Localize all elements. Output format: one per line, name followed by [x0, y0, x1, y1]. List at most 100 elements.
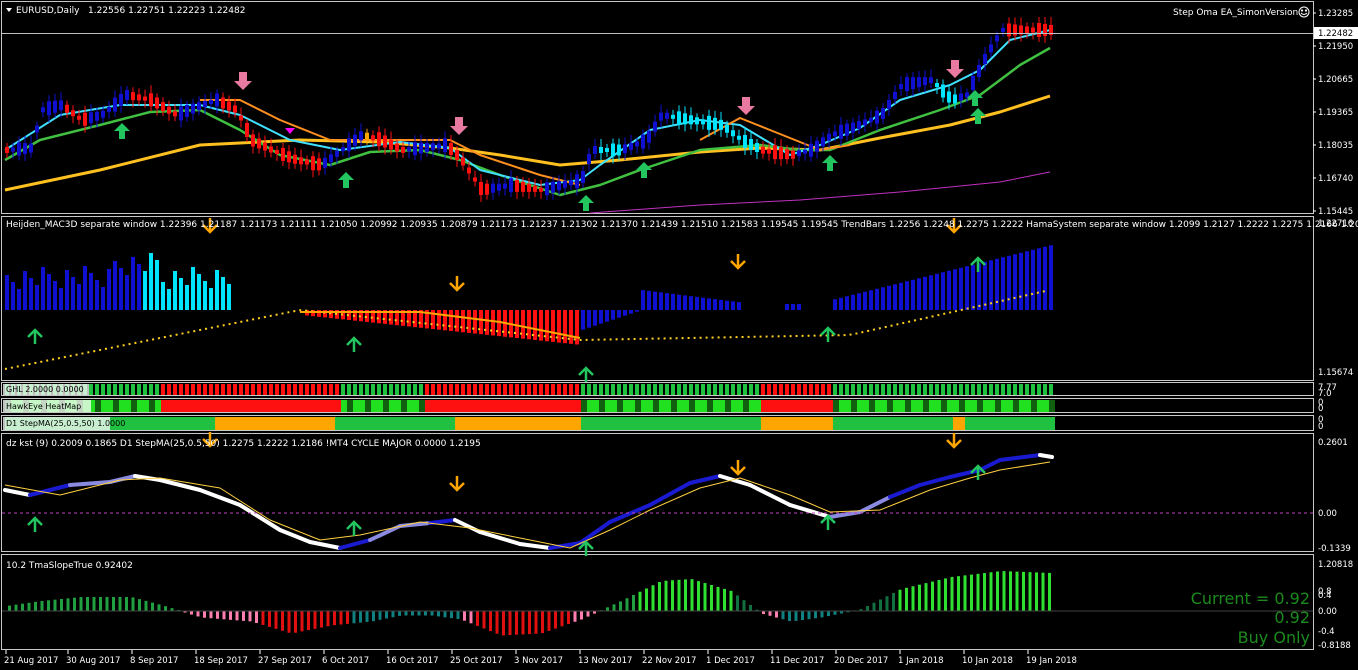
strip-cell	[293, 417, 299, 430]
strip-cell	[839, 400, 845, 412]
tma-bar	[1009, 571, 1012, 612]
kst-segment	[518, 542, 552, 550]
strip-cell	[431, 384, 435, 395]
candle-body	[599, 147, 603, 153]
tma-bar	[814, 611, 817, 619]
strip-cell	[227, 417, 233, 430]
candle-body	[545, 182, 549, 196]
strip-cell	[449, 384, 453, 395]
kst-segment	[308, 540, 342, 550]
strip-cell	[635, 400, 641, 412]
strip-cell	[851, 400, 857, 412]
tma-bar	[437, 611, 440, 617]
strip-cell	[743, 400, 749, 412]
tma-bar	[326, 611, 330, 627]
up-arrow-icon	[636, 162, 652, 178]
candle-body	[131, 92, 135, 101]
strip-cell	[539, 400, 545, 412]
heijden-bar	[527, 310, 531, 340]
candle-body	[401, 146, 405, 153]
strip-cell	[599, 400, 605, 412]
strip-cell	[821, 400, 827, 412]
heijden-bar	[365, 310, 369, 322]
candle-body	[443, 138, 447, 153]
strip-cell	[341, 384, 345, 395]
strip-cell	[821, 417, 827, 430]
strip-cell	[389, 384, 393, 395]
candle-body	[425, 142, 429, 152]
strip-cell	[587, 417, 593, 430]
strip-cell	[563, 384, 567, 395]
strip-cell	[353, 384, 357, 395]
tma-bar	[924, 583, 928, 612]
candle-body	[719, 119, 723, 130]
heijden-bar	[521, 310, 525, 339]
tma-bar	[677, 579, 681, 612]
kst-segment	[608, 503, 652, 524]
current-price-tag	[1314, 27, 1358, 39]
tma-bar	[281, 611, 284, 631]
tma-bar	[138, 599, 141, 612]
tma-bar	[775, 611, 778, 618]
tma-y-label: 0.4	[1318, 591, 1332, 601]
kst-segment	[998, 453, 1042, 462]
candle-body	[371, 135, 375, 141]
candle-body	[977, 65, 981, 77]
strip-hawkeye-right-b: 0	[1318, 404, 1323, 414]
strip-cell	[299, 384, 303, 395]
strip-cell	[197, 384, 201, 395]
strip-cell	[983, 400, 989, 412]
strip-cell	[173, 384, 177, 395]
strip-cell	[593, 400, 599, 412]
strip-cell	[269, 400, 275, 412]
strip-cell	[623, 384, 627, 395]
heijden-bar	[671, 293, 675, 310]
strip-cell	[461, 417, 467, 430]
candle-body	[29, 143, 33, 153]
tma-bar	[482, 611, 486, 629]
kst-segment	[748, 483, 792, 507]
candle-body	[947, 91, 951, 103]
strip-cell	[425, 384, 429, 395]
candle-body	[995, 35, 999, 42]
candle-body	[35, 125, 39, 133]
candle-body	[845, 123, 849, 136]
strip-cell	[845, 400, 851, 412]
strip-cell	[143, 417, 149, 430]
heijden-bar	[647, 290, 651, 310]
tma-bar	[14, 604, 18, 612]
chevron-down-icon[interactable]	[6, 8, 12, 12]
strip-cell	[461, 384, 465, 395]
heijden-y-bottom: 1.15674	[1318, 368, 1353, 378]
strip-cell	[149, 384, 153, 395]
tma-bar	[768, 611, 772, 616]
candle-body	[647, 130, 651, 143]
strip-cell	[497, 400, 503, 412]
strip-cell	[503, 400, 509, 412]
strip-cell	[995, 400, 1001, 412]
candle-body	[305, 159, 309, 165]
kst-segment	[648, 481, 692, 507]
candle-body	[107, 106, 111, 112]
strip-cell	[653, 400, 659, 412]
candle-body	[197, 102, 201, 111]
heijden-bar	[455, 310, 459, 332]
tma-bar	[710, 585, 713, 612]
strip-cell	[1037, 400, 1043, 412]
strip-cell	[257, 417, 263, 430]
heijden-bar	[335, 310, 339, 319]
main-y-label: 1.23285	[1318, 9, 1353, 19]
kst-segment	[133, 474, 162, 482]
tma-bar	[1028, 572, 1032, 612]
tma-bar	[495, 611, 499, 634]
strip-cell	[197, 417, 203, 430]
candle-body	[179, 106, 183, 121]
tma-bar	[645, 588, 648, 612]
strip-cell	[641, 417, 647, 430]
candle-body	[1013, 24, 1017, 36]
x-label: 25 Oct 2017	[450, 656, 503, 666]
strip-cell	[239, 400, 245, 412]
strip-cell	[587, 384, 591, 395]
strip-cell	[881, 400, 887, 412]
